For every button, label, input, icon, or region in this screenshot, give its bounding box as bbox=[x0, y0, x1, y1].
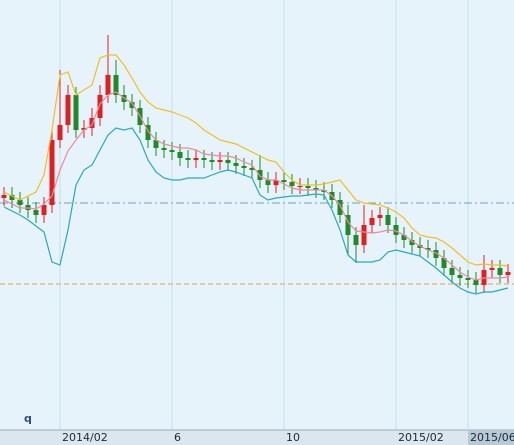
candle-body bbox=[153, 140, 159, 148]
candle-body bbox=[65, 95, 71, 125]
candle-body bbox=[201, 158, 207, 160]
candle-body bbox=[465, 278, 471, 280]
candle-body bbox=[497, 268, 503, 275]
x-tick-label: 10 bbox=[286, 431, 300, 444]
candle-body bbox=[161, 148, 167, 150]
candle-body bbox=[41, 205, 47, 215]
plot-background bbox=[0, 0, 514, 430]
x-tick-label: 2015/02 bbox=[398, 431, 444, 444]
candle-body bbox=[177, 152, 183, 158]
candle-body bbox=[49, 140, 55, 205]
band-line bbox=[3, 54, 509, 267]
candle-body bbox=[33, 210, 39, 215]
x-tick-label: 6 bbox=[174, 431, 181, 444]
candle-body bbox=[97, 95, 103, 118]
candle-body bbox=[393, 225, 399, 235]
x-label-highlight bbox=[468, 431, 514, 445]
candle-body bbox=[313, 188, 319, 190]
candle-body bbox=[377, 215, 383, 218]
candle-body bbox=[57, 125, 63, 140]
candle-body bbox=[193, 158, 199, 160]
candle-body bbox=[225, 160, 231, 163]
candle-body bbox=[273, 180, 279, 185]
candle-body bbox=[241, 166, 247, 168]
x-axis-strip bbox=[0, 430, 514, 445]
candle-body bbox=[217, 160, 223, 162]
candle-body bbox=[473, 280, 479, 285]
band-line bbox=[3, 91, 509, 281]
candle-body bbox=[345, 215, 351, 235]
candle-body bbox=[169, 150, 175, 152]
candle-body bbox=[305, 186, 311, 188]
candle-body bbox=[9, 195, 15, 200]
candle-body bbox=[249, 168, 255, 170]
candle-body bbox=[105, 75, 111, 95]
x-tick-label: 2014/02 bbox=[62, 431, 108, 444]
candle-body bbox=[209, 160, 215, 162]
candle-body bbox=[505, 272, 511, 275]
candle-body bbox=[145, 125, 151, 140]
candle-body bbox=[289, 182, 295, 186]
candle-body bbox=[281, 180, 287, 182]
candle-body bbox=[337, 200, 343, 215]
annotation: q bbox=[24, 412, 32, 425]
candle-body bbox=[113, 75, 119, 95]
candle-body bbox=[265, 180, 271, 185]
candle-body bbox=[89, 118, 95, 128]
candle-body bbox=[441, 258, 447, 268]
x-tick-label: 2015/06 bbox=[470, 431, 514, 444]
candle-body bbox=[369, 218, 375, 225]
candle-body bbox=[321, 190, 327, 192]
candle-body bbox=[353, 235, 359, 245]
candle-body bbox=[73, 95, 79, 130]
candle-body bbox=[489, 268, 495, 270]
band-line bbox=[3, 127, 509, 295]
candle-body bbox=[1, 195, 7, 198]
candle-body bbox=[81, 128, 87, 130]
candle-body bbox=[185, 158, 191, 160]
candle-body bbox=[129, 102, 135, 108]
candle-body bbox=[409, 240, 415, 245]
candle-body bbox=[449, 268, 455, 275]
candle-body bbox=[457, 275, 463, 278]
candle-body bbox=[297, 186, 303, 187]
candle-body bbox=[401, 235, 407, 240]
candle-body bbox=[17, 200, 23, 205]
candle-body bbox=[361, 225, 367, 245]
candle-body bbox=[425, 248, 431, 250]
candle-body bbox=[385, 215, 391, 225]
candle-body bbox=[433, 250, 439, 258]
candle-body bbox=[233, 163, 239, 166]
